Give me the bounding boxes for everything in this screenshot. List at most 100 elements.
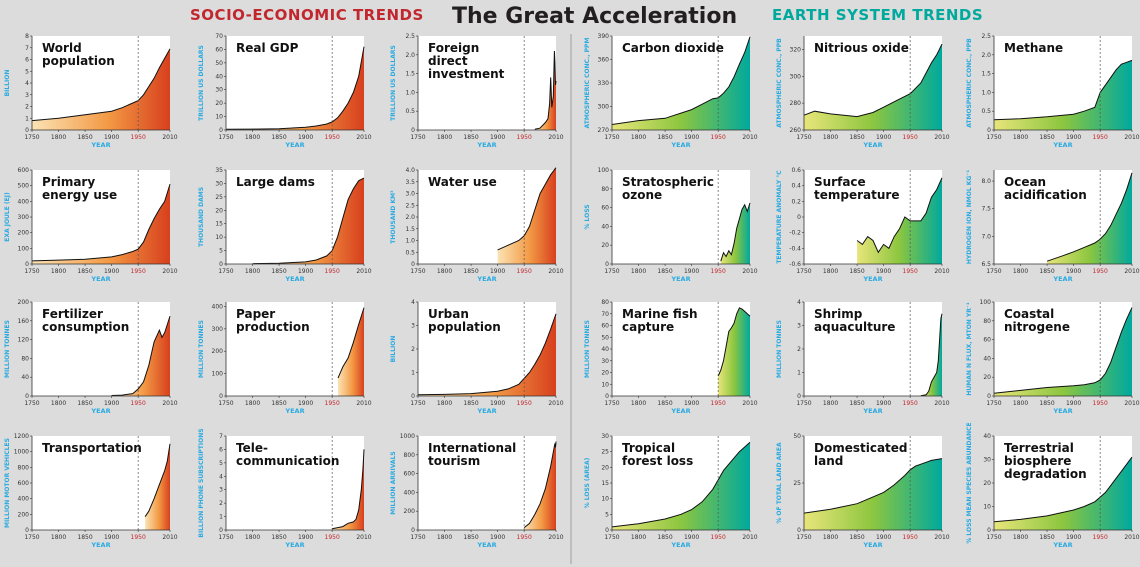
y-tick-label: 400 xyxy=(404,489,416,496)
x-tick-label: 1800 xyxy=(437,268,452,275)
y-tick-label: -0.2 xyxy=(789,230,801,237)
y-tick-label: 70 xyxy=(215,33,223,40)
y-tick-label: 40 xyxy=(601,346,609,353)
y-tick-label: 7.5 xyxy=(981,206,991,213)
series-area xyxy=(32,48,170,130)
x-tick-label: 1850 xyxy=(657,534,672,541)
y-axis-label: ATMOSPHERIC CONC., PPB xyxy=(776,38,783,128)
x-tick-label: 1750 xyxy=(218,268,233,275)
plot-area xyxy=(418,36,556,130)
chart-title: Large dams xyxy=(236,175,315,189)
y-tick-label: 6 xyxy=(25,57,29,64)
series-line xyxy=(252,177,365,265)
x-tick-label: 2010 xyxy=(548,534,563,541)
series-line xyxy=(803,43,943,118)
y-tick-label: 0 xyxy=(219,127,223,134)
chart-title: Paper production xyxy=(236,307,310,334)
x-tick-label: 1800 xyxy=(631,400,646,407)
y-tick-label: 0 xyxy=(411,527,415,534)
y-tick-label: 400 xyxy=(18,198,30,205)
chart-title: Real GDP xyxy=(236,41,299,55)
y-tick-label: 0.6 xyxy=(791,167,801,174)
series-area xyxy=(612,36,750,130)
y-tick-label: 5 xyxy=(25,68,29,75)
y-tick-label: -0.6 xyxy=(789,261,801,268)
y-tick-label: 6.5 xyxy=(981,261,991,268)
x-tick-label: 1800 xyxy=(631,534,646,541)
y-tick-label: 270 xyxy=(598,127,610,134)
series-area xyxy=(1047,172,1132,264)
x-tick-label: 1950 xyxy=(903,534,918,541)
y-tick-label: 5 xyxy=(605,511,609,518)
x-tick-label: 1800 xyxy=(51,400,66,407)
chart-international-tourism: 0 200 400 600 800 1000 1750 1800 1850 1900 1950 201… xyxy=(390,433,564,549)
x-tick-label: 1750 xyxy=(986,268,1001,275)
x-tick-label: 1900 xyxy=(490,534,505,541)
y-tick-label: 80 xyxy=(601,299,609,306)
y-tick-label: 4 xyxy=(219,473,223,480)
y-axis-label: ATMOSPHERIC CONC., PPB xyxy=(966,38,973,128)
chart-shrimp-aquaculture: 0 1 2 3 4 1750 1800 1850 1900 1950 2010 YEAR MILLION… xyxy=(776,299,950,415)
series-area xyxy=(994,457,1132,530)
y-tick-label: 30 xyxy=(983,457,991,464)
x-tick-label: 1850 xyxy=(271,400,286,407)
y-tick-label: 260 xyxy=(790,127,802,134)
section-divider xyxy=(570,34,572,564)
x-tick-label: 1950 xyxy=(517,134,532,141)
x-tick-label: 1900 xyxy=(298,534,313,541)
x-tick-label: 2010 xyxy=(934,400,949,407)
x-tick-label: 1900 xyxy=(684,268,699,275)
y-tick-label: 0 xyxy=(987,527,991,534)
x-tick-label: 2010 xyxy=(356,268,371,275)
x-tick-label: 1850 xyxy=(463,268,478,275)
x-tick-label: 2010 xyxy=(934,534,949,541)
y-axis-label: THOUSAND KM³ xyxy=(390,190,397,244)
y-axis-label: MILLION TONNES xyxy=(776,320,783,378)
chart-title: Tele-communication xyxy=(236,441,339,468)
y-tick-label: 300 xyxy=(598,104,610,111)
x-tick-label: 1850 xyxy=(77,534,92,541)
x-tick-label: 1800 xyxy=(51,134,66,141)
y-tick-label: 4 xyxy=(25,80,29,87)
y-tick-label: 800 xyxy=(18,464,30,471)
y-tick-label: 10 xyxy=(215,114,223,121)
y-tick-label: 400 xyxy=(212,303,224,310)
series-line xyxy=(332,449,365,530)
x-tick-label: 2010 xyxy=(162,268,177,275)
x-tick-label: 1750 xyxy=(24,268,39,275)
y-tick-label: 25 xyxy=(601,449,609,456)
x-tick-label: 1950 xyxy=(1093,400,1108,407)
y-axis-label: MILLION ARRIVALS xyxy=(390,451,397,514)
x-tick-label: 2010 xyxy=(1124,134,1139,141)
x-tick-label: 1750 xyxy=(218,534,233,541)
x-tick-label: 1800 xyxy=(823,134,838,141)
y-tick-label: 20 xyxy=(601,242,609,249)
x-tick-label: 1850 xyxy=(849,400,864,407)
x-tick-label: 1800 xyxy=(245,534,260,541)
chart-primary-energy-use: 0 100 200 300 400 500 600 1750 1800 1850 1900 1950 2… xyxy=(4,167,178,283)
x-tick-label: 2010 xyxy=(1124,268,1139,275)
y-tick-label: 40 xyxy=(215,73,223,80)
y-tick-label: 3.0 xyxy=(405,191,415,198)
y-tick-label: 0 xyxy=(411,127,415,134)
chart-title: Nitrious oxide xyxy=(814,41,909,55)
y-tick-label: 1200 xyxy=(14,433,29,440)
y-tick-label: 25 xyxy=(793,480,801,487)
x-axis-label: YEAR xyxy=(670,541,690,549)
x-tick-label: 1750 xyxy=(604,134,619,141)
x-axis-label: YEAR xyxy=(90,541,110,549)
y-axis-label: % LOSS xyxy=(584,204,591,229)
chart-nitrous-oxide: 260 280 300 320 1750 1800 1850 1900 1950 2010 YEAR… xyxy=(776,36,950,149)
y-tick-label: 300 xyxy=(790,73,802,80)
y-tick-label: 0 xyxy=(25,527,29,534)
y-tick-label: 1.0 xyxy=(981,89,991,96)
x-tick-label: 1750 xyxy=(796,534,811,541)
x-tick-label: 1750 xyxy=(796,134,811,141)
series-line xyxy=(920,313,943,397)
y-tick-label: 60 xyxy=(601,205,609,212)
x-tick-label: 1950 xyxy=(711,534,726,541)
x-tick-label: 1800 xyxy=(1013,534,1028,541)
series-area xyxy=(418,313,556,396)
y-tick-label: 1.0 xyxy=(405,89,415,96)
